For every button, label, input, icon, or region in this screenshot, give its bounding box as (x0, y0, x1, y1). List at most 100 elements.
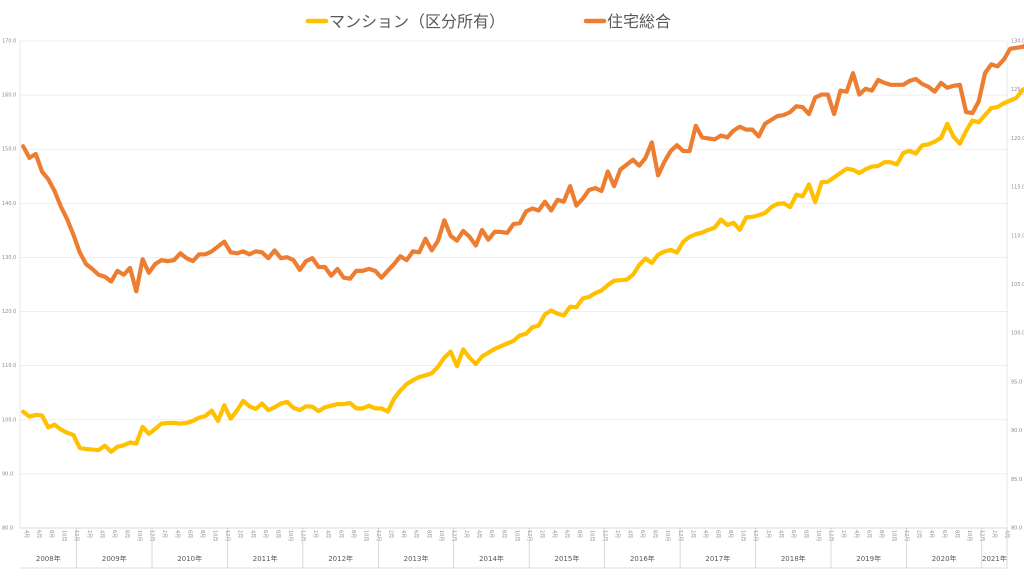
x-year-label: 2014年 (479, 554, 504, 563)
x-axis: 4月 6月 8月 10月 12月 2008年 2月 4月 6月 8月 10月 12月 2009年 2月 4月… (20, 527, 1010, 569)
x-month-tick-label: 10月 (513, 530, 519, 541)
x-month-tick-label: 6月 (564, 530, 570, 538)
x-month-tick-label: 10月 (890, 530, 896, 541)
x-month-tick-label: 12月 (450, 530, 456, 541)
x-month-tick-label: 6月 (790, 530, 796, 538)
x-year-label: 2013年 (404, 554, 429, 563)
x-month-tick-label: 2月 (463, 530, 469, 538)
x-year-label: 2017年 (705, 554, 730, 563)
left-y-tick-label: 170.0 (2, 39, 16, 45)
x-month-tick-label: 6月 (337, 530, 343, 538)
x-month-tick-label: 2月 (916, 530, 922, 538)
x-month-tick-label: 4月 (249, 530, 255, 538)
x-month-tick-label: 10月 (61, 530, 67, 541)
legend-label-housing: 住宅総合 (607, 12, 671, 31)
x-month-tick-label: 12月 (677, 530, 683, 541)
x-month-tick-label: 8月 (576, 530, 582, 538)
legend-label-mansion: マンション（区分所有） (329, 12, 505, 31)
left-y-tick-label: 80.0 (2, 526, 13, 532)
x-month-tick-label: 6月 (714, 530, 720, 538)
x-month-tick-label: 8月 (199, 530, 205, 538)
left-y-tick-label: 160.0 (2, 93, 16, 99)
legend: マンション（区分所有） 住宅総合 (305, 12, 671, 31)
x-month-tick-label: 12月 (979, 530, 985, 541)
x-month-tick-label: 8月 (501, 530, 507, 538)
x-month-tick-label: 12月 (601, 530, 607, 541)
x-month-tick-label: 4月 (23, 530, 29, 538)
right-y-tick-label: 125.0 (1011, 87, 1024, 93)
x-month-tick-label: 10月 (740, 530, 746, 541)
left-y-tick-label: 120.0 (2, 309, 16, 315)
x-month-tick-label: 2月 (991, 530, 997, 538)
x-month-tick-label: 6月 (941, 530, 947, 538)
x-year-label: 2018年 (781, 554, 806, 563)
x-month-tick-label: 12月 (752, 530, 758, 541)
left-y-tick-label: 90.0 (2, 471, 13, 477)
x-month-tick-label: 8月 (727, 530, 733, 538)
x-month-tick-label: 10月 (815, 530, 821, 541)
x-month-tick-label: 4月 (702, 530, 708, 538)
x-month-tick-label: 2月 (161, 530, 167, 538)
x-month-tick-label: 12月 (526, 530, 532, 541)
x-month-tick-label: 6月 (413, 530, 419, 538)
plot-area (21, 43, 1024, 454)
x-month-tick-label: 10月 (362, 530, 368, 541)
x-month-tick-label: 2月 (312, 530, 318, 538)
right-y-tick-label: 95.0 (1011, 379, 1022, 385)
x-month-tick-label: 12月 (903, 530, 909, 541)
x-year-label: 2011年 (253, 554, 278, 563)
x-month-tick-label: 10月 (589, 530, 595, 541)
x-month-tick-label: 12月 (828, 530, 834, 541)
x-month-tick-label: 12月 (375, 530, 381, 541)
x-month-tick-label: 8月 (124, 530, 130, 538)
x-month-tick-label: 8月 (425, 530, 431, 538)
x-month-tick-label: 10月 (438, 530, 444, 541)
x-month-tick-label: 4月 (1004, 530, 1010, 538)
x-month-tick-label: 4月 (476, 530, 482, 538)
left-y-tick-label: 150.0 (2, 147, 16, 153)
x-month-tick-label: 4月 (551, 530, 557, 538)
x-year-label: 2008年 (36, 554, 61, 563)
x-month-tick-label: 12月 (300, 530, 306, 541)
x-month-tick-label: 2月 (86, 530, 92, 538)
x-month-tick-label: 10月 (966, 530, 972, 541)
x-year-label: 2009年 (102, 554, 127, 563)
x-year-label: 2019年 (856, 554, 881, 563)
right-y-tick-label: 110.0 (1011, 233, 1024, 239)
x-month-tick-label: 8月 (953, 530, 959, 538)
x-month-tick-label: 4月 (174, 530, 180, 538)
x-month-tick-label: 4月 (400, 530, 406, 538)
x-month-tick-label: 8月 (652, 530, 658, 538)
x-month-tick-label: 10月 (287, 530, 293, 541)
x-month-tick-label: 8月 (878, 530, 884, 538)
x-month-tick-label: 6月 (865, 530, 871, 538)
x-month-tick-label: 2月 (765, 530, 771, 538)
left-y-tick-label: 130.0 (2, 255, 16, 261)
x-month-tick-label: 8月 (350, 530, 356, 538)
left-y-tick-label: 110.0 (2, 363, 16, 369)
x-month-tick-label: 6月 (36, 530, 42, 538)
right-y-tick-label: 130.0 (1011, 39, 1024, 45)
right-y-tick-label: 90.0 (1011, 428, 1022, 434)
series-line-mansion (21, 87, 1024, 454)
x-month-tick-label: 10月 (212, 530, 218, 541)
x-month-tick-label: 4月 (98, 530, 104, 538)
x-month-tick-label: 4月 (928, 530, 934, 538)
right-y-tick-label: 100.0 (1011, 331, 1024, 337)
x-month-tick-label: 6月 (639, 530, 645, 538)
x-year-label: 2010年 (177, 554, 202, 563)
x-year-label: 2020年 (932, 554, 957, 563)
right-y-tick-label: 120.0 (1011, 136, 1024, 142)
x-month-tick-label: 6月 (111, 530, 117, 538)
x-year-label: 2015年 (555, 554, 580, 563)
x-month-tick-label: 6月 (488, 530, 494, 538)
x-month-tick-label: 2月 (388, 530, 394, 538)
x-month-tick-label: 12月 (224, 530, 230, 541)
x-month-tick-label: 2月 (614, 530, 620, 538)
x-month-tick-label: 6月 (186, 530, 192, 538)
x-month-tick-label: 2月 (237, 530, 243, 538)
right-axis: 80.0 85.0 90.0 95.0 100.0 105.0 110.0 115.0 120.… (1011, 39, 1024, 532)
x-month-tick-label: 10月 (664, 530, 670, 541)
x-month-tick-label: 4月 (325, 530, 331, 538)
